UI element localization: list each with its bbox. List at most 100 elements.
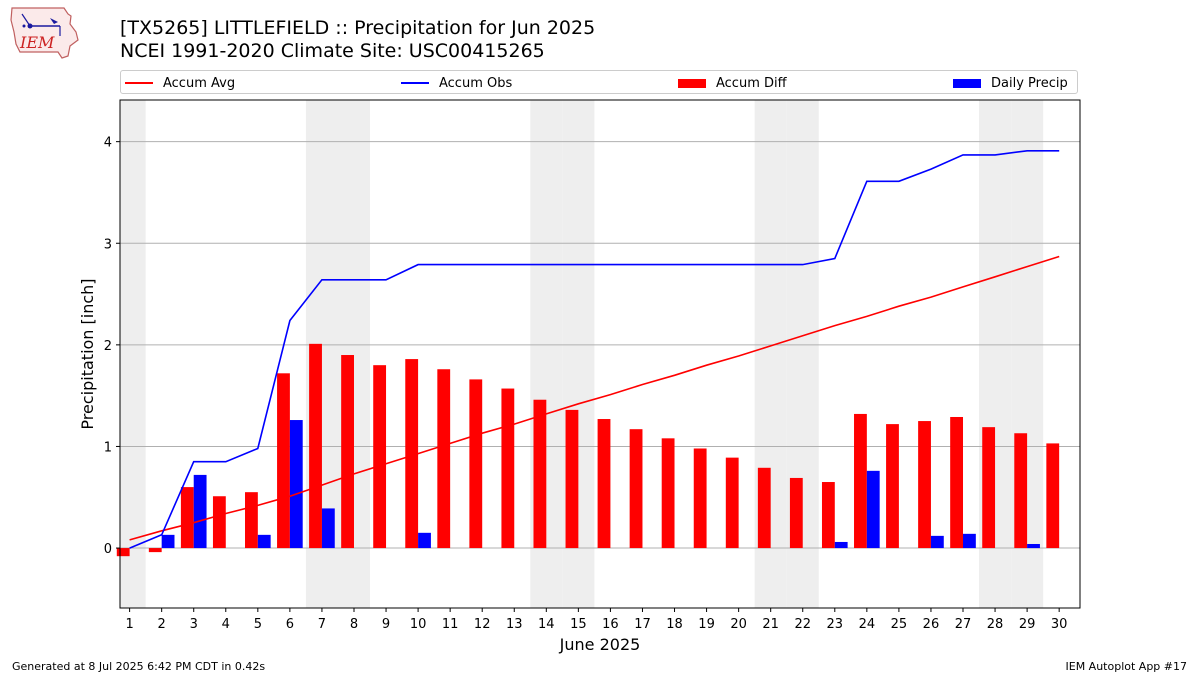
accum-diff-bar xyxy=(341,355,354,549)
daily-precip-bar xyxy=(289,420,303,549)
x-tick-label: 23 xyxy=(827,617,844,632)
accum-diff-bar xyxy=(854,413,867,549)
legend-swatch-accum-avg xyxy=(125,82,153,84)
daily-precip-bar xyxy=(866,470,880,549)
x-tick-label: 28 xyxy=(987,617,1004,632)
accum-diff-bar xyxy=(533,399,547,549)
daily-precip-bar xyxy=(1027,543,1040,549)
x-tick-label: 13 xyxy=(506,617,523,632)
x-tick-label: 3 xyxy=(190,617,198,632)
legend-swatch-accum-obs xyxy=(401,82,429,84)
x-tick-label: 11 xyxy=(442,617,459,632)
daily-precip-bar xyxy=(257,534,271,549)
x-tick-label: 8 xyxy=(350,617,358,632)
legend-item-accum-obs: Accum Obs xyxy=(401,74,512,92)
accum-diff-bar xyxy=(725,457,739,549)
x-axis-label: June 2025 xyxy=(559,635,641,654)
y-tick-label: 3 xyxy=(104,237,112,252)
x-tick-label: 22 xyxy=(794,617,811,632)
legend-label-accum-diff: Accum Diff xyxy=(716,75,787,91)
accum-diff-bar xyxy=(982,427,996,549)
x-tick-label: 15 xyxy=(570,617,587,632)
x-tick-label: 26 xyxy=(923,617,940,632)
legend-swatch-daily-precip xyxy=(953,78,981,88)
accum-diff-bar xyxy=(501,388,515,549)
legend-label-daily-precip: Daily Precip xyxy=(991,75,1068,91)
daily-precip-bar xyxy=(193,474,207,549)
x-tick-label: 27 xyxy=(955,617,972,632)
accum-diff-bar xyxy=(148,548,162,553)
daily-precip-bar xyxy=(418,532,431,549)
accum-diff-bar xyxy=(180,487,194,549)
y-tick-label: 1 xyxy=(104,440,112,455)
accum-diff-bar xyxy=(565,409,579,549)
accum-diff-bar xyxy=(245,492,258,549)
y-tick-label: 4 xyxy=(104,136,112,151)
legend-item-accum-avg: Accum Avg xyxy=(125,74,235,92)
x-tick-label: 29 xyxy=(1019,617,1036,632)
x-tick-label: 4 xyxy=(222,617,230,632)
x-tick-label: 2 xyxy=(158,617,166,632)
x-tick-label: 12 xyxy=(474,617,491,632)
x-tick-label: 25 xyxy=(891,617,908,632)
daily-precip-bar xyxy=(930,535,944,549)
accum-diff-bar xyxy=(661,438,675,549)
accum-diff-bar xyxy=(757,467,771,549)
x-tick-label: 16 xyxy=(602,617,619,632)
chart-subtitle: NCEI 1991-2020 Climate Site: USC00415265 xyxy=(120,40,545,62)
accum-diff-bar xyxy=(212,496,226,549)
x-tick-label: 6 xyxy=(286,617,294,632)
accum-diff-bar xyxy=(437,369,451,549)
chart-title: [TX5265] LITTLEFIELD :: Precipitation fo… xyxy=(120,17,596,39)
x-tick-label: 14 xyxy=(538,617,555,632)
accum-diff-bar xyxy=(1046,443,1060,549)
footer-app-id: IEM Autoplot App #17 xyxy=(1065,660,1188,673)
daily-precip-bar xyxy=(963,533,976,549)
x-tick-label: 7 xyxy=(318,617,326,632)
iem-logo-icon: IEM xyxy=(10,7,79,59)
daily-precip-bar xyxy=(321,508,335,549)
x-tick-label: 18 xyxy=(666,617,683,632)
logo-text: IEM xyxy=(19,33,55,52)
daily-precip-bar xyxy=(161,534,175,549)
y-tick-label: 0 xyxy=(104,542,112,557)
accum-diff-bar xyxy=(693,448,707,549)
accum-diff-bar xyxy=(116,548,130,557)
x-tick-label: 1 xyxy=(125,617,133,632)
accum-diff-bar xyxy=(950,416,964,549)
x-tick-label: 24 xyxy=(859,617,876,632)
x-tick-label: 9 xyxy=(382,617,390,632)
accum-diff-bar xyxy=(789,477,803,549)
legend-label-accum-avg: Accum Avg xyxy=(163,75,236,91)
x-tick-label: 20 xyxy=(730,617,747,632)
accum-diff-bar xyxy=(918,421,931,549)
x-tick-label: 17 xyxy=(634,617,651,632)
accum-diff-bar xyxy=(277,373,290,549)
accum-obs-line xyxy=(129,150,1060,549)
x-tick-label: 30 xyxy=(1051,617,1068,632)
accum-diff-bar xyxy=(597,419,611,549)
accum-diff-bar xyxy=(629,429,643,549)
y-tick-label: 2 xyxy=(104,339,112,354)
legend-label-accum-obs: Accum Obs xyxy=(439,75,513,91)
accum-diff-bar xyxy=(821,482,835,549)
footer-generated: Generated at 8 Jul 2025 6:42 PM CDT in 0… xyxy=(12,660,266,673)
legend-item-daily-precip: Daily Precip xyxy=(953,74,1068,92)
y-axis-label: Precipitation [inch] xyxy=(78,278,97,429)
x-tick-label: 19 xyxy=(698,617,715,632)
plot-frame xyxy=(119,99,1081,609)
x-tick-label: 5 xyxy=(254,617,262,632)
daily-precip-bar xyxy=(834,541,848,549)
accum-diff-bar xyxy=(1014,433,1028,549)
accum-diff-bar xyxy=(469,379,483,549)
legend-item-accum-diff: Accum Diff xyxy=(678,74,787,92)
accum-diff-bar xyxy=(373,365,387,549)
accum-diff-bar xyxy=(405,359,419,549)
x-tick-label: 21 xyxy=(762,617,779,632)
accum-diff-bar xyxy=(886,424,899,549)
legend-swatch-accum-diff xyxy=(678,78,706,88)
weekend-shade xyxy=(120,100,146,608)
chart-legend: Accum Avg Accum Obs Accum Diff Daily Pre… xyxy=(120,70,1078,94)
accum-avg-line xyxy=(129,255,1060,541)
